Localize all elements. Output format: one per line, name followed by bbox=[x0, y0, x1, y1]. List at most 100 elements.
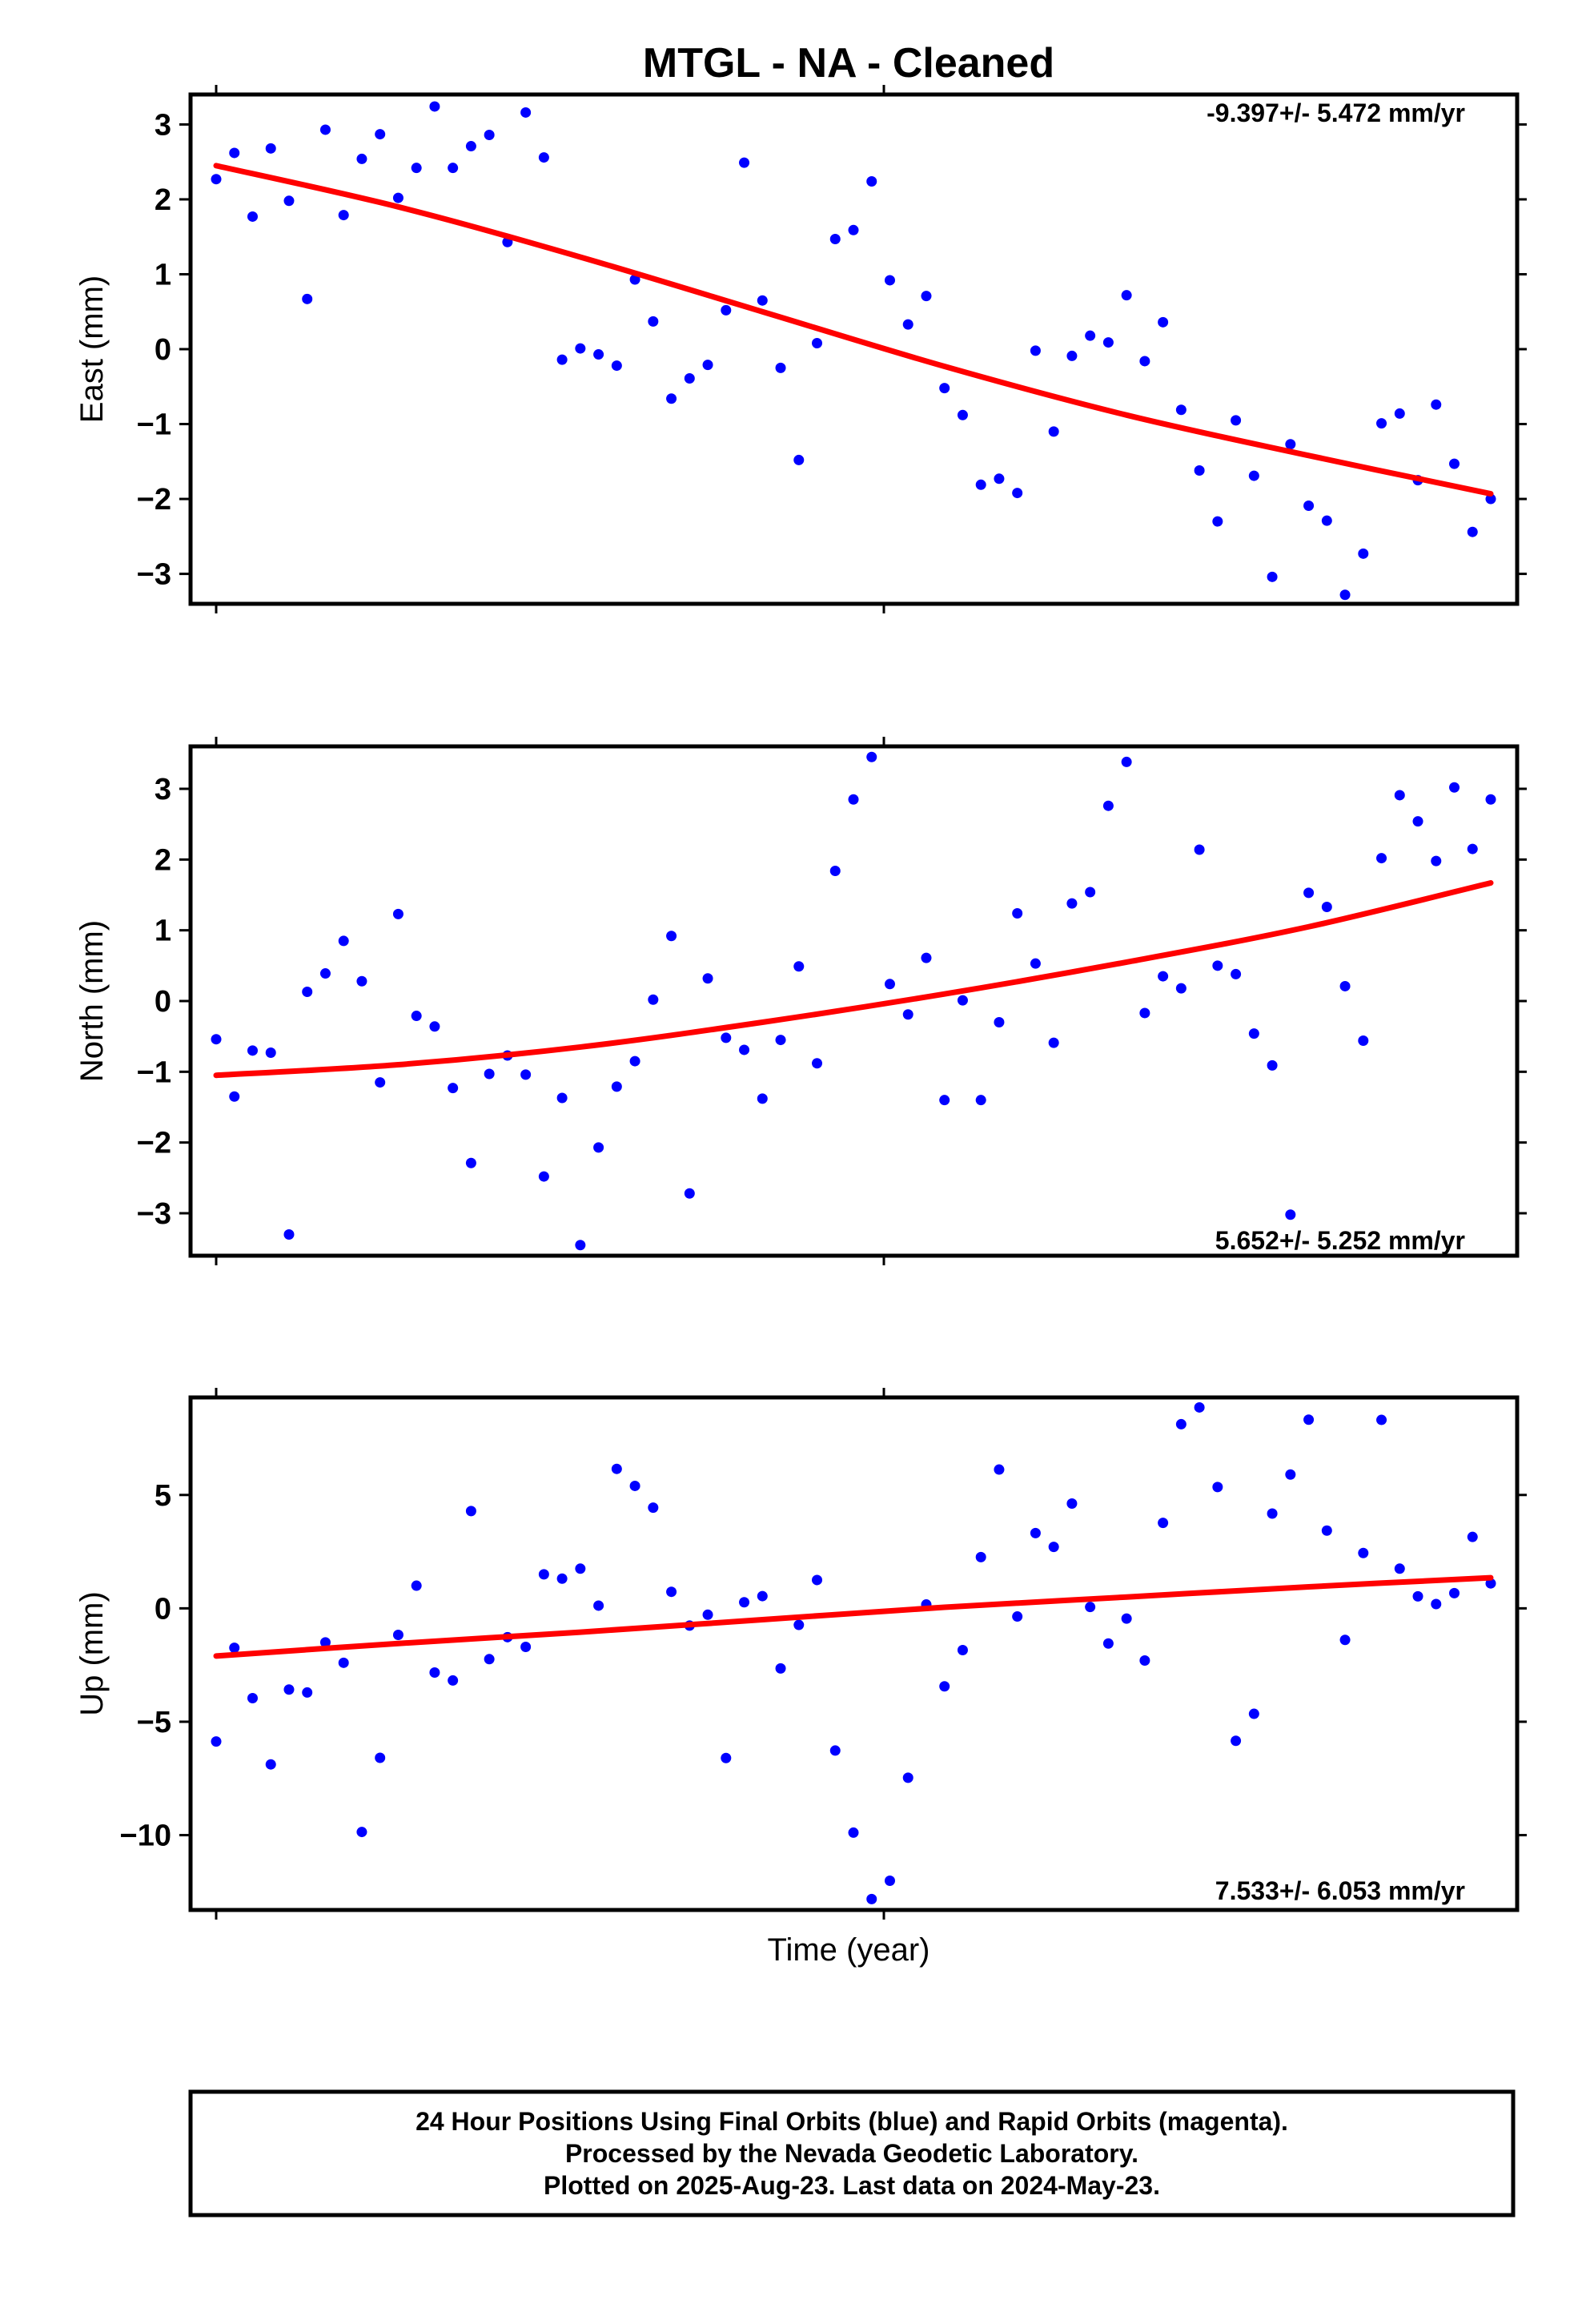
east-data-point bbox=[739, 157, 750, 168]
east-data-point bbox=[1248, 470, 1259, 481]
north-data-point bbox=[902, 1009, 913, 1020]
north-data-point bbox=[411, 1011, 422, 1022]
north-data-point bbox=[465, 1157, 476, 1168]
north-data-point bbox=[829, 865, 841, 876]
east-data-point bbox=[1121, 290, 1132, 301]
up-data-point bbox=[957, 1644, 968, 1655]
up-data-point bbox=[211, 1736, 222, 1747]
east-ytick-label: −1 bbox=[137, 408, 171, 442]
east-data-point bbox=[593, 349, 604, 360]
east-data-point bbox=[1285, 439, 1296, 450]
up-data-point bbox=[265, 1759, 276, 1770]
north-panel: −3 −2 −1 0 1 2 3 North (mm) 5.652+/- 5.252 mm/yr bbox=[74, 737, 1527, 1265]
footer-box: 24 Hour Positions Using Final Orbits (bl… bbox=[188, 2089, 1516, 2217]
east-data-point bbox=[848, 224, 859, 235]
up-data-point bbox=[611, 1463, 622, 1474]
up-data-point bbox=[375, 1752, 386, 1763]
east-ytick-label: 2 bbox=[155, 183, 171, 217]
up-ytick-label: 5 bbox=[155, 1479, 171, 1513]
footer-line-3: Plotted on 2025-Aug-23. Last data on 202… bbox=[544, 2171, 1160, 2200]
up-data-point bbox=[411, 1580, 422, 1591]
north-data-point bbox=[721, 1032, 732, 1043]
north-data-point bbox=[921, 952, 932, 963]
east-ytick-label: 0 bbox=[155, 333, 171, 367]
up-data-point bbox=[1376, 1414, 1387, 1425]
north-data-point bbox=[1412, 816, 1423, 827]
east-data-point bbox=[793, 454, 805, 465]
north-data-point bbox=[1085, 887, 1096, 898]
north-data-point bbox=[994, 1017, 1005, 1027]
east-data-point bbox=[957, 409, 968, 420]
east-data-point bbox=[1085, 330, 1096, 341]
north-ytick-label: 0 bbox=[155, 985, 171, 1019]
east-data-point bbox=[1139, 356, 1150, 367]
north-data-point bbox=[702, 973, 713, 984]
up-data-point bbox=[1121, 1613, 1132, 1624]
east-data-point bbox=[575, 343, 586, 354]
north-data-point bbox=[356, 975, 367, 987]
north-data-point bbox=[283, 1229, 295, 1240]
north-data-point bbox=[1285, 1209, 1296, 1220]
east-data-point bbox=[247, 211, 258, 222]
east-data-point bbox=[1212, 516, 1223, 527]
east-data-point bbox=[812, 338, 823, 349]
north-data-point bbox=[1248, 1028, 1259, 1039]
up-data-point bbox=[1431, 1598, 1442, 1610]
up-panel: −10 −5 0 5 Up (mm) 7.533+/- 6.053 mm/yr bbox=[74, 1388, 1527, 1920]
east-data-point bbox=[375, 129, 386, 140]
up-data-point bbox=[829, 1745, 841, 1756]
footer-line-1: 24 Hour Positions Using Final Orbits (bl… bbox=[416, 2107, 1288, 2136]
east-data-point bbox=[1321, 515, 1332, 526]
north-data-point bbox=[1339, 980, 1351, 991]
north-data-point bbox=[302, 987, 313, 998]
north-data-point bbox=[1231, 968, 1242, 979]
north-data-point bbox=[884, 979, 895, 990]
up-data-point bbox=[1175, 1418, 1186, 1429]
north-data-point bbox=[575, 1240, 586, 1251]
north-data-point bbox=[265, 1047, 276, 1058]
north-data-point bbox=[975, 1095, 986, 1106]
north-data-point bbox=[1012, 907, 1023, 919]
up-data-point bbox=[721, 1752, 732, 1763]
east-data-point bbox=[884, 275, 895, 286]
up-data-point bbox=[884, 1875, 895, 1886]
up-data-point bbox=[702, 1609, 713, 1620]
up-data-point bbox=[666, 1586, 677, 1598]
east-data-point bbox=[211, 174, 222, 185]
north-data-point bbox=[229, 1091, 240, 1102]
north-data-point bbox=[319, 968, 331, 979]
east-data-point bbox=[1267, 571, 1278, 582]
up-data-point bbox=[1158, 1518, 1169, 1529]
east-data-point bbox=[1303, 500, 1315, 511]
east-ytick-label: −2 bbox=[137, 483, 171, 517]
up-data-point bbox=[556, 1573, 568, 1584]
east-data-point bbox=[921, 291, 932, 302]
north-ytick-label: −2 bbox=[137, 1127, 171, 1160]
up-data-point bbox=[247, 1693, 258, 1704]
north-data-point bbox=[866, 751, 877, 762]
figure-title: MTGL - NA - Cleaned bbox=[643, 40, 1054, 86]
east-data-point bbox=[829, 234, 841, 245]
north-data-point bbox=[812, 1058, 823, 1069]
north-data-point bbox=[1066, 898, 1078, 909]
north-data-point bbox=[939, 1095, 950, 1106]
north-data-point bbox=[1048, 1037, 1059, 1048]
up-data-point bbox=[1412, 1590, 1423, 1602]
up-data-point bbox=[283, 1684, 295, 1695]
up-data-point bbox=[1012, 1611, 1023, 1622]
up-data-point bbox=[994, 1464, 1005, 1475]
north-data-point bbox=[793, 961, 805, 972]
east-data-point bbox=[1194, 465, 1205, 476]
east-data-point bbox=[1012, 488, 1023, 499]
east-data-point bbox=[1449, 458, 1460, 469]
up-data-point bbox=[1285, 1469, 1296, 1480]
north-data-point bbox=[1139, 1007, 1150, 1019]
north-data-point bbox=[338, 935, 349, 947]
up-trend-line bbox=[213, 1574, 1494, 1659]
east-ytick-label: −3 bbox=[137, 558, 171, 592]
up-data-point bbox=[848, 1827, 859, 1838]
up-data-point bbox=[1066, 1498, 1078, 1510]
up-data-point bbox=[975, 1551, 986, 1562]
east-data-point bbox=[1231, 415, 1242, 426]
